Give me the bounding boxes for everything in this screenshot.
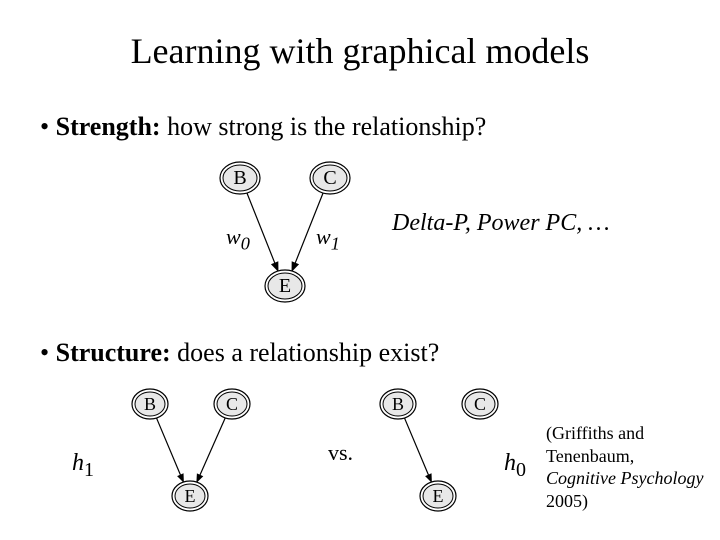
hypothesis-h1: h1 xyxy=(72,450,94,482)
svg-text:C: C xyxy=(226,394,238,414)
bullet-structure: Structure: does a relationship exist? xyxy=(40,338,439,368)
svg-text:C: C xyxy=(474,394,486,414)
bullet-structure-text: does a relationship exist? xyxy=(171,338,440,367)
citation: (Griffiths and Tenenbaum, Cognitive Psyc… xyxy=(546,422,720,512)
svg-text:E: E xyxy=(185,486,196,506)
svg-text:B: B xyxy=(233,167,246,189)
bullet-strength: Strength: how strong is the relationship… xyxy=(40,112,486,142)
citation-year: 2005) xyxy=(546,491,588,511)
svg-text:E: E xyxy=(279,275,291,297)
citation-journal: Cognitive Psychology xyxy=(546,468,703,488)
bullet-strength-label: Strength: xyxy=(56,112,161,141)
weight-w0: w0 xyxy=(226,224,250,254)
citation-line1: (Griffiths and Tenenbaum, xyxy=(546,423,644,466)
svg-text:E: E xyxy=(433,486,444,506)
structure-graph-h1: B C E xyxy=(122,386,272,516)
svg-text:C: C xyxy=(323,167,336,189)
weight-w1: w1 xyxy=(316,224,340,254)
hypothesis-h0: h0 xyxy=(504,450,526,482)
vs-label: vs. xyxy=(328,440,353,466)
methods-annotation: Delta-P, Power PC, … xyxy=(392,210,610,237)
bullet-strength-text: how strong is the relationship? xyxy=(161,112,487,141)
svg-text:B: B xyxy=(392,394,404,414)
slide-title: Learning with graphical models xyxy=(0,30,720,72)
svg-text:B: B xyxy=(144,394,156,414)
bullet-structure-label: Structure: xyxy=(56,338,171,367)
structure-graph-h0: B C E xyxy=(370,386,520,516)
